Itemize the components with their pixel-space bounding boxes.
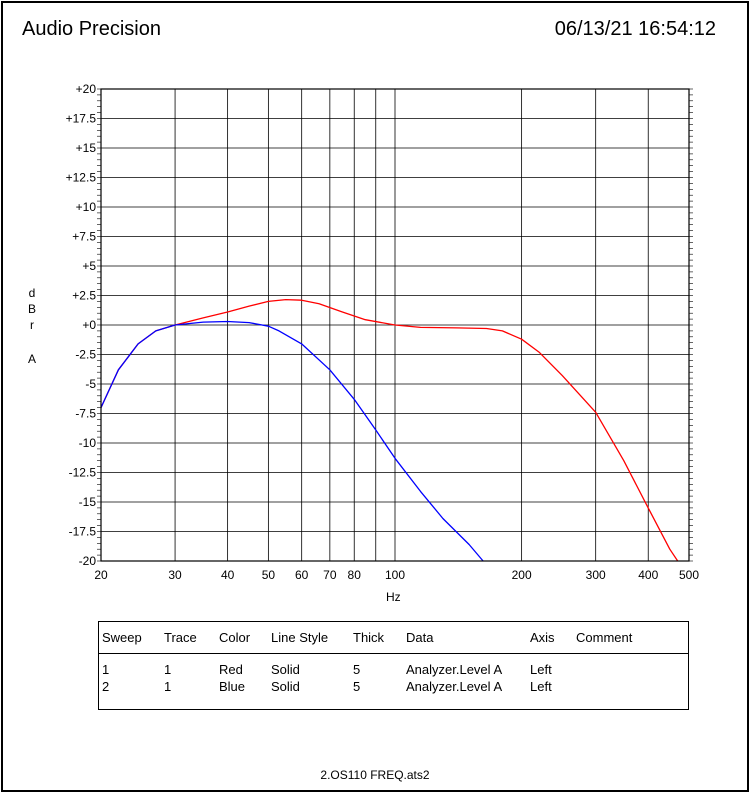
legend-row-2-line-style: Solid: [271, 679, 300, 694]
x-tick-label: 30: [168, 568, 182, 582]
y-tick-label: -12.5: [69, 466, 97, 480]
legend-header-line-style: Line Style: [271, 630, 329, 645]
legend-header-thick: Thick: [353, 630, 385, 645]
y-tick-label: -17.5: [69, 525, 97, 539]
legend-row-2-data: Analyzer.Level A: [406, 679, 503, 694]
y-axis-label-r: r: [30, 318, 34, 332]
report-datetime: 06/13/21 16:54:12: [554, 18, 716, 40]
legend-header-sweep: Sweep: [102, 630, 142, 645]
series-line-2: [100, 320, 484, 562]
file-name: 2.OS110 FREQ.ats2: [320, 768, 430, 782]
x-tick-label: 60: [295, 568, 309, 582]
report-title: Audio Precision: [22, 18, 161, 40]
plot-border: [100, 88, 690, 562]
y-tick-label: -5: [85, 377, 96, 391]
x-tick-label: 80: [348, 568, 362, 582]
x-tick-label: 100: [385, 568, 405, 582]
y-axis-label-b: B: [27, 302, 36, 316]
legend-divider: [99, 653, 688, 654]
legend-row-2-axis: Left: [530, 679, 552, 694]
legend-row-1-axis: Left: [530, 662, 552, 677]
y-tick-label: +5: [82, 259, 96, 273]
x-tick-label: 400: [638, 568, 658, 582]
y-tick-label: +7.5: [72, 230, 96, 244]
legend-header-comment: Comment: [576, 630, 633, 645]
y-tick-label: +10: [76, 200, 97, 214]
x-tick-label: 200: [512, 568, 532, 582]
x-tick-label: 20: [94, 568, 108, 582]
y-tick-label: -2.5: [75, 348, 96, 362]
legend-row-1-data: Analyzer.Level A: [406, 662, 503, 677]
x-tick-label: 40: [221, 568, 235, 582]
series-line-1: [100, 298, 679, 562]
x-axis-label: Hz: [386, 590, 401, 604]
y-tick-label: +0: [82, 318, 96, 332]
legend-header-trace: Trace: [164, 630, 197, 645]
x-tick-label: 70: [323, 568, 337, 582]
y-axis-ticks: +20 +17.5 +15 +12.5 +10 +7.5 +5 +2.5 +0 -2.5 -5 -7.…: [66, 82, 97, 568]
legend-header-axis: Axis: [530, 630, 555, 645]
sweep-legend-table: Sweep Trace Color Line Style Thick Data …: [98, 621, 689, 710]
y-tick-label: -10: [79, 436, 97, 450]
legend-row-1-line-style: Solid: [271, 662, 300, 677]
legend-row-1-color: Red: [219, 662, 243, 677]
y-tick-label: +12.5: [66, 171, 97, 185]
legend-row-2-sweep: 2: [102, 679, 110, 694]
y-tick-label: +17.5: [66, 112, 97, 126]
y-tick-label: -7.5: [75, 407, 96, 421]
x-axis-ticks: 20 30 40 50 60 70 80 100 200 300 400 500: [94, 568, 699, 582]
y-tick-label: +20: [76, 82, 97, 96]
chart-series: [100, 298, 679, 562]
legend-row-1-trace: 1: [164, 662, 172, 677]
y-tick-label: -20: [79, 554, 97, 568]
y-tick-label: +2.5: [72, 289, 96, 303]
x-tick-label: 500: [679, 568, 699, 582]
legend-header-color: Color: [219, 630, 251, 645]
legend-row-1-sweep: 1: [102, 662, 110, 677]
legend-header-data: Data: [406, 630, 434, 645]
x-tick-label: 50: [262, 568, 276, 582]
y-axis-label-d: d: [28, 286, 36, 300]
y-tick-label: -15: [79, 495, 97, 509]
y-tick-label: +15: [76, 141, 97, 155]
legend-row-2-thick: 5: [353, 679, 361, 694]
x-tick-label: 300: [586, 568, 606, 582]
legend-row-2-trace: 1: [164, 679, 172, 694]
y-axis-label-a: A: [27, 352, 36, 366]
legend-row-2-color: Blue: [219, 679, 246, 694]
legend-row-1-thick: 5: [353, 662, 361, 677]
